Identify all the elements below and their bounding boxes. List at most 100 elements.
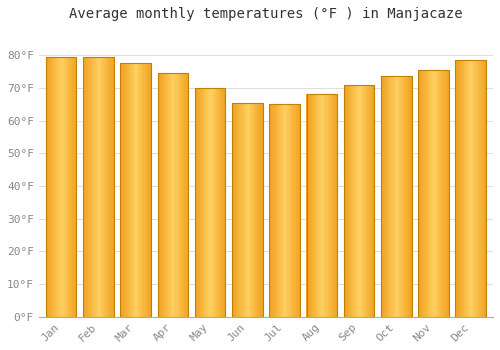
Bar	[73, 57, 74, 317]
Bar	[333, 94, 334, 317]
Bar	[397, 76, 398, 317]
Bar	[102, 57, 103, 317]
Bar	[418, 70, 420, 317]
Bar	[287, 104, 288, 317]
Bar	[324, 94, 326, 317]
Bar	[465, 60, 466, 317]
Bar	[150, 63, 151, 317]
Bar	[255, 103, 256, 317]
Bar	[270, 104, 272, 317]
Bar	[217, 88, 218, 317]
Bar	[52, 57, 53, 317]
Bar	[214, 88, 215, 317]
Bar	[85, 57, 86, 317]
Bar	[97, 57, 98, 317]
Bar	[480, 60, 482, 317]
Bar	[200, 88, 201, 317]
Bar	[381, 76, 382, 317]
Bar	[144, 63, 146, 317]
Bar	[158, 73, 160, 317]
Bar	[326, 94, 328, 317]
Bar	[46, 57, 76, 317]
Bar	[456, 60, 486, 317]
Bar	[434, 70, 435, 317]
Bar	[105, 57, 106, 317]
Bar	[478, 60, 480, 317]
Bar	[71, 57, 72, 317]
Bar	[252, 103, 253, 317]
Bar	[167, 73, 168, 317]
Bar	[437, 70, 438, 317]
Bar	[366, 85, 367, 317]
Bar	[195, 88, 196, 317]
Bar	[196, 88, 197, 317]
Bar	[138, 63, 140, 317]
Bar	[384, 76, 385, 317]
Bar	[482, 60, 483, 317]
Bar	[390, 76, 392, 317]
Bar	[108, 57, 110, 317]
Bar	[70, 57, 71, 317]
Bar	[471, 60, 472, 317]
Bar	[334, 94, 335, 317]
Bar	[165, 73, 166, 317]
Bar	[198, 88, 199, 317]
Bar	[137, 63, 138, 317]
Bar	[83, 57, 84, 317]
Bar	[72, 57, 73, 317]
Bar	[201, 88, 202, 317]
Bar	[65, 57, 66, 317]
Bar	[232, 103, 233, 317]
Bar	[388, 76, 390, 317]
Bar	[195, 88, 226, 317]
Bar	[401, 76, 402, 317]
Bar	[101, 57, 102, 317]
Bar	[464, 60, 465, 317]
Bar	[122, 63, 124, 317]
Bar	[171, 73, 172, 317]
Bar	[405, 76, 406, 317]
Bar	[335, 94, 336, 317]
Bar	[319, 94, 320, 317]
Bar	[94, 57, 96, 317]
Bar	[258, 103, 260, 317]
Bar	[281, 104, 282, 317]
Bar	[290, 104, 292, 317]
Bar	[424, 70, 426, 317]
Bar	[306, 94, 308, 317]
Bar	[256, 103, 258, 317]
Bar	[120, 63, 122, 317]
Bar	[321, 94, 322, 317]
Bar	[320, 94, 321, 317]
Bar	[60, 57, 62, 317]
Bar	[180, 73, 182, 317]
Bar	[202, 88, 203, 317]
Bar	[219, 88, 220, 317]
Bar	[88, 57, 90, 317]
Bar	[351, 85, 352, 317]
Bar	[218, 88, 219, 317]
Bar	[187, 73, 188, 317]
Bar	[272, 104, 274, 317]
Bar	[253, 103, 254, 317]
Bar	[178, 73, 180, 317]
Bar	[233, 103, 234, 317]
Bar	[67, 57, 68, 317]
Bar	[254, 103, 255, 317]
Bar	[403, 76, 404, 317]
Bar	[158, 73, 188, 317]
Bar	[371, 85, 372, 317]
Bar	[174, 73, 176, 317]
Bar	[398, 76, 399, 317]
Bar	[373, 85, 374, 317]
Bar	[316, 94, 317, 317]
Bar	[438, 70, 440, 317]
Bar	[146, 63, 148, 317]
Bar	[124, 63, 126, 317]
Bar	[344, 85, 374, 317]
Bar	[418, 70, 448, 317]
Bar	[436, 70, 437, 317]
Bar	[369, 85, 370, 317]
Bar	[428, 70, 430, 317]
Bar	[462, 60, 463, 317]
